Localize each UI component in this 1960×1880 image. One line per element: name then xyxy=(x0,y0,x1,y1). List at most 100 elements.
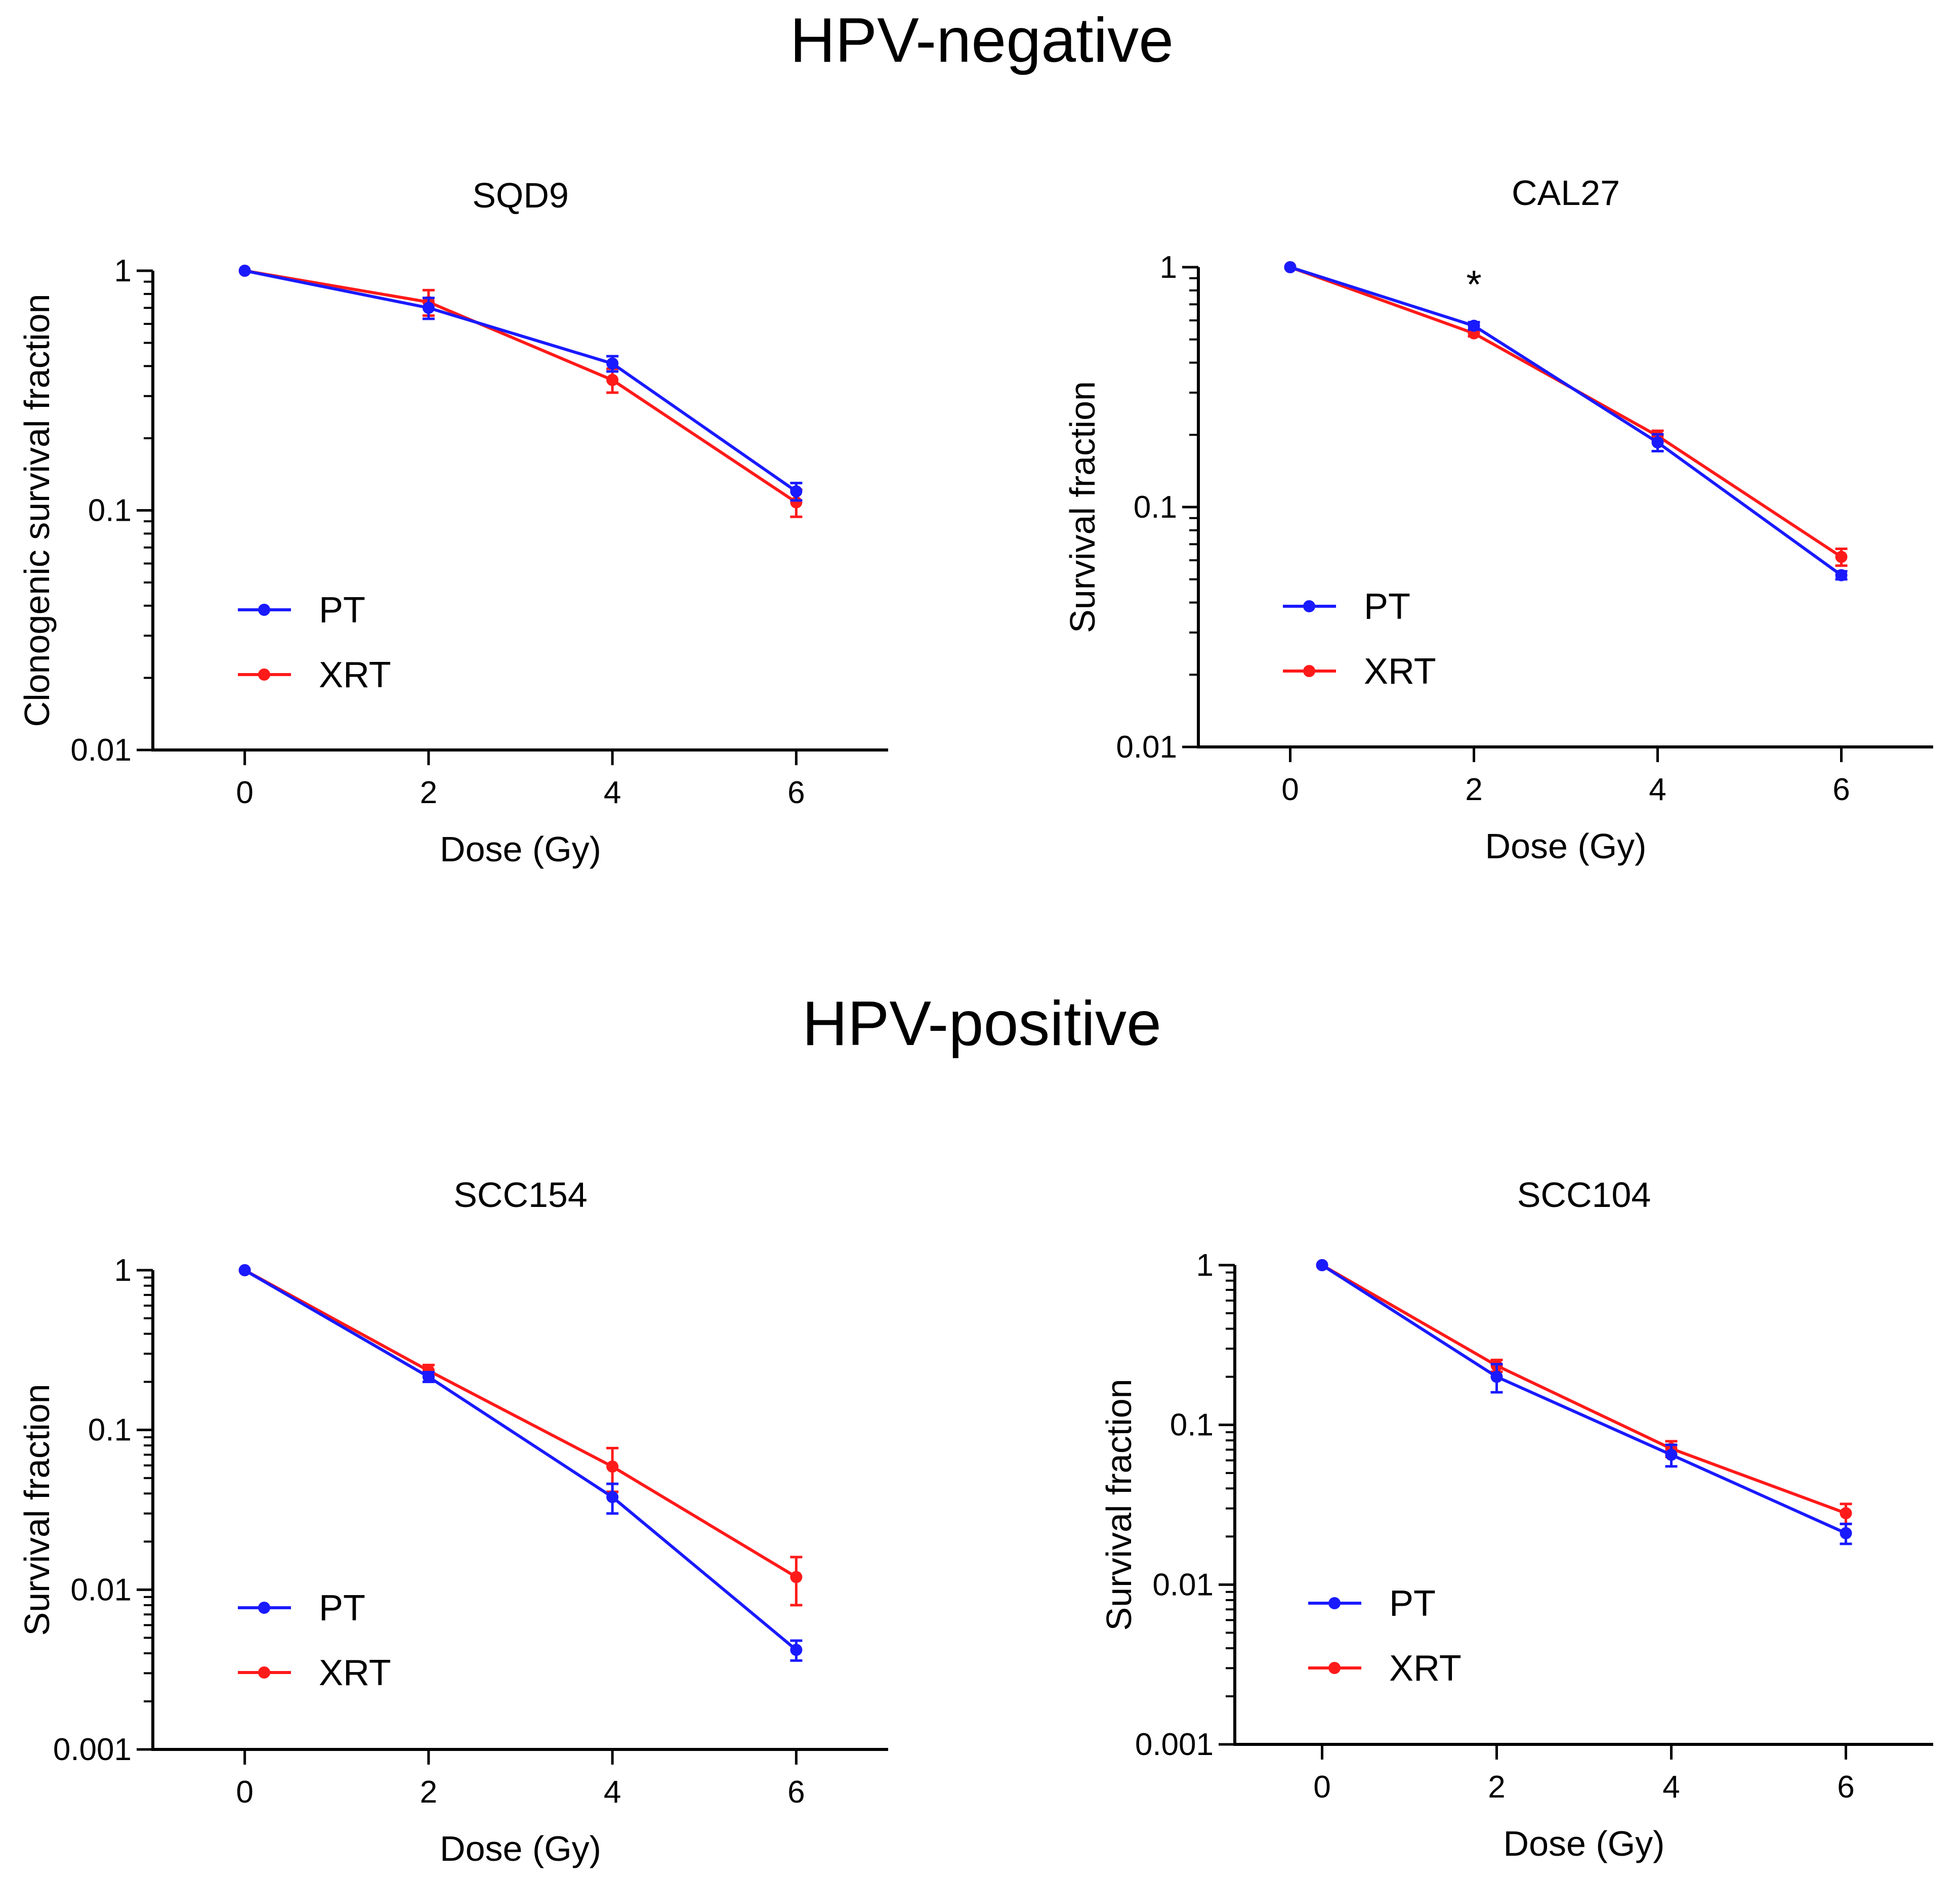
legend-marker xyxy=(1303,665,1315,677)
panel-title: CAL27 xyxy=(1512,173,1620,213)
x-tick-label: 4 xyxy=(1662,1770,1680,1805)
data-point-pt xyxy=(1316,1259,1328,1271)
x-tick-label: 2 xyxy=(420,775,437,810)
legend-label: PT xyxy=(319,1588,365,1628)
x-axis-label: Dose (Gy) xyxy=(440,1829,601,1868)
y-axis-label: Survival fraction xyxy=(1099,1379,1139,1631)
legend-label: XRT xyxy=(319,655,391,695)
y-tick-label: 1 xyxy=(114,1253,132,1288)
y-tick-label: 0.001 xyxy=(1135,1727,1214,1762)
data-point-xrt xyxy=(1840,1507,1852,1520)
data-point-xrt xyxy=(606,1460,619,1473)
data-point-pt xyxy=(1284,261,1297,273)
data-point-pt xyxy=(1835,569,1848,581)
legend-item-pt: PT xyxy=(1283,587,1410,627)
panel-scc154: SCC154 0.001 0.01 0.1 1 0 2 4 6 Dose (Gy) Survival… xyxy=(17,1175,888,1868)
data-point-xrt xyxy=(606,373,619,386)
series-pt xyxy=(238,265,803,502)
y-axis-label: Clonogenic survival fraction xyxy=(17,294,57,727)
y-tick-label: 0.1 xyxy=(1170,1408,1214,1443)
x-tick-label: 6 xyxy=(1837,1770,1854,1805)
series-xrt xyxy=(1316,1259,1852,1525)
x-tick-label: 2 xyxy=(1465,772,1482,807)
y-tick-label: 1 xyxy=(1196,1248,1214,1283)
y-tick-label: 0.001 xyxy=(53,1732,132,1767)
data-point-pt xyxy=(422,302,435,314)
y-tick-label: 1 xyxy=(1160,250,1177,285)
series-line-pt xyxy=(1321,1264,1847,1535)
x-tick-label: 6 xyxy=(787,775,805,810)
data-point-pt xyxy=(606,357,619,370)
legend-marker xyxy=(258,1666,270,1679)
data-point-pt xyxy=(1665,1448,1678,1461)
data-point-xrt xyxy=(790,1571,803,1583)
panel-sqd9: SQD9 0.01 0.1 1 0 2 4 6 Dose (Gy) Clonogenic surv… xyxy=(17,176,888,869)
data-point-pt xyxy=(1651,436,1664,449)
data-point-pt xyxy=(1490,1370,1503,1383)
panel-scc104: SCC104 0.001 0.01 0.1 1 0 2 4 6 Dose (Gy) Survival… xyxy=(1099,1175,1933,1863)
y-tick-label: 0.1 xyxy=(88,1413,132,1448)
x-axis-label: Dose (Gy) xyxy=(1485,826,1647,866)
series-xrt xyxy=(238,265,803,518)
series-line-pt xyxy=(1289,266,1843,577)
panel-title: SCC154 xyxy=(453,1175,588,1215)
legend-item-pt: PT xyxy=(238,590,365,631)
x-axis-label: Dose (Gy) xyxy=(1504,1824,1665,1863)
series-pt xyxy=(238,1264,803,1662)
legend-item-xrt: XRT xyxy=(1283,651,1436,692)
legend-marker xyxy=(1303,600,1315,612)
y-tick-label: 0.01 xyxy=(70,1572,132,1607)
data-point-pt xyxy=(1468,319,1480,332)
legend-item-xrt: XRT xyxy=(238,1653,391,1693)
data-point-pt xyxy=(790,1644,803,1656)
section-title-hpv-negative: HPV-negative xyxy=(790,6,1174,75)
data-point-pt xyxy=(238,1264,251,1276)
panel-title: SCC104 xyxy=(1517,1175,1651,1215)
y-tick-label: 0.01 xyxy=(1152,1567,1214,1602)
data-point-pt xyxy=(606,1491,619,1503)
x-tick-label: 0 xyxy=(1281,772,1299,807)
panel-cal27: CAL27 0.01 0.1 1 0 2 4 6 Dose (Gy) Survival fract… xyxy=(1063,173,1933,866)
y-tick-label: 1 xyxy=(114,254,132,288)
series-line-pt xyxy=(244,269,798,493)
series-pt xyxy=(1284,261,1848,581)
legend-marker xyxy=(258,669,270,681)
legend-item-xrt: XRT xyxy=(238,655,391,695)
significance-marker: * xyxy=(1466,262,1481,307)
legend-marker xyxy=(1328,1597,1341,1609)
data-point-pt xyxy=(422,1370,435,1383)
x-tick-label: 6 xyxy=(1832,772,1850,807)
data-point-pt xyxy=(790,485,803,498)
legend-label: PT xyxy=(1389,1583,1436,1624)
series-line-xrt xyxy=(244,269,798,504)
legend-label: PT xyxy=(1364,587,1410,627)
panel-title: SQD9 xyxy=(472,176,569,215)
section-title-hpv-positive: HPV-positive xyxy=(802,989,1161,1059)
series-line-xrt xyxy=(1289,266,1843,558)
legend-marker xyxy=(258,1602,270,1614)
x-tick-label: 0 xyxy=(236,1775,253,1810)
legend-label: XRT xyxy=(319,1653,391,1693)
series-line-xrt xyxy=(1321,1264,1847,1515)
legend-item-xrt: XRT xyxy=(1308,1648,1462,1689)
legend-item-pt: PT xyxy=(1308,1583,1436,1624)
y-tick-label: 0.01 xyxy=(1116,730,1177,765)
x-axis-label: Dose (Gy) xyxy=(440,829,601,869)
legend-marker xyxy=(258,604,270,616)
legend-label: PT xyxy=(319,590,365,631)
legend-marker xyxy=(1328,1662,1341,1674)
panels: SQD9 0.01 0.1 1 0 2 4 6 Dose (Gy) Clonogenic surv… xyxy=(17,173,1933,1868)
y-tick-label: 0.1 xyxy=(1134,490,1177,525)
legend-item-pt: PT xyxy=(238,1588,365,1628)
y-tick-label: 0.01 xyxy=(70,733,132,768)
series-pt xyxy=(1316,1259,1852,1545)
x-tick-label: 2 xyxy=(1488,1770,1505,1805)
x-tick-label: 6 xyxy=(787,1775,805,1810)
data-point-pt xyxy=(238,265,251,277)
series-line-pt xyxy=(244,1269,798,1651)
y-axis-label: Survival fraction xyxy=(17,1384,57,1636)
data-point-xrt xyxy=(1835,551,1848,563)
x-tick-label: 4 xyxy=(604,775,621,810)
data-point-pt xyxy=(1840,1527,1852,1539)
